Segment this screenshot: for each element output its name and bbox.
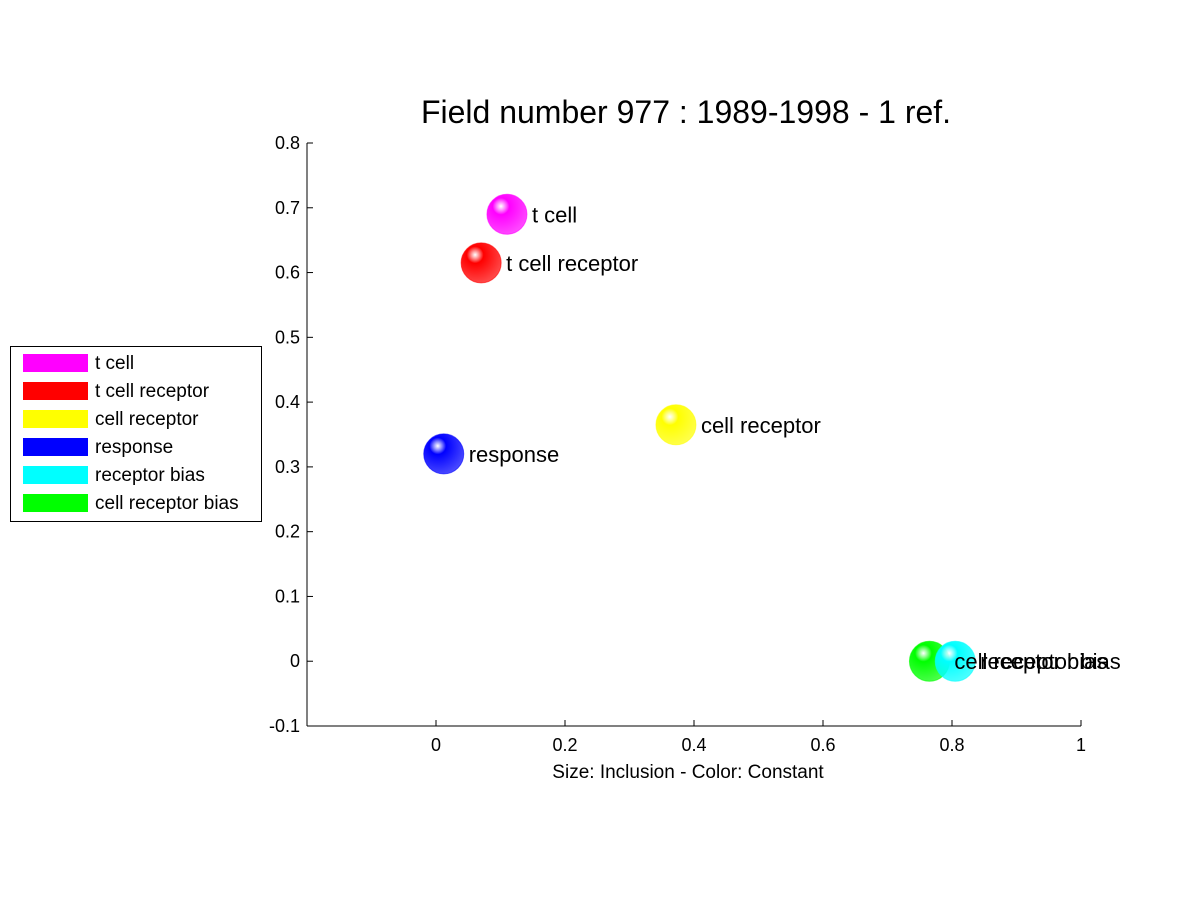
data-points: t cell t cell receptor cell receptor respon… [423,193,1121,682]
x-tick-label: 0 [431,735,441,755]
y-tick-label: 0.7 [275,198,300,218]
x-tick-label: 0.8 [939,735,964,755]
legend-swatch [23,494,88,512]
legend-swatch [23,354,88,372]
data-point [655,404,697,446]
x-tick-label: 0.6 [810,735,835,755]
data-point [486,193,528,235]
legend-swatch [23,438,88,456]
data-point [460,242,502,284]
y-tick-label: 0.2 [275,522,300,542]
x-axis-label: Size: Inclusion - Color: Constant [552,762,824,783]
y-tick-label: 0.4 [275,392,300,412]
x-tick-label: 0.2 [552,735,577,755]
legend-swatch [23,410,88,428]
legend-label: cell receptor bias [95,493,239,514]
y-tick-label: 0 [290,651,300,671]
axes: -0.1 0 0.1 0.2 0.3 0.4 0.5 0.6 0.7 0.8 0 0.2 0.4 0.6 0… [269,133,1086,755]
y-tick-label: -0.1 [269,716,300,736]
legend-label: t cell [95,353,135,374]
data-point [934,640,976,682]
y-tick-label: 0.6 [275,263,300,283]
point-label: response [469,442,560,467]
y-tick-label: 0.5 [275,327,300,347]
point-label: cell receptor [701,413,821,438]
legend-swatch [23,382,88,400]
legend-swatch [23,466,88,484]
legend: t cell t cell receptor cell receptor res… [10,346,262,522]
y-tick-label: 0.8 [275,133,300,153]
chart-title: Field number 977 : 1989-1998 - 1 ref. [421,94,951,130]
legend-label: receptor bias [95,465,205,486]
y-tick-label: 0.3 [275,457,300,477]
legend-label: t cell receptor [95,381,210,402]
legend-label: response [95,437,174,458]
point-label: cell receptor bias [954,649,1120,674]
point-label: receptor bias [980,649,1107,674]
x-tick-label: 1 [1076,735,1086,755]
legend-label: cell receptor [95,409,199,430]
data-point [423,433,465,475]
point-label: t cell receptor [506,251,638,276]
y-tick-label: 0.1 [275,586,300,606]
point-label: t cell [532,202,577,227]
x-tick-label: 0.4 [681,735,706,755]
